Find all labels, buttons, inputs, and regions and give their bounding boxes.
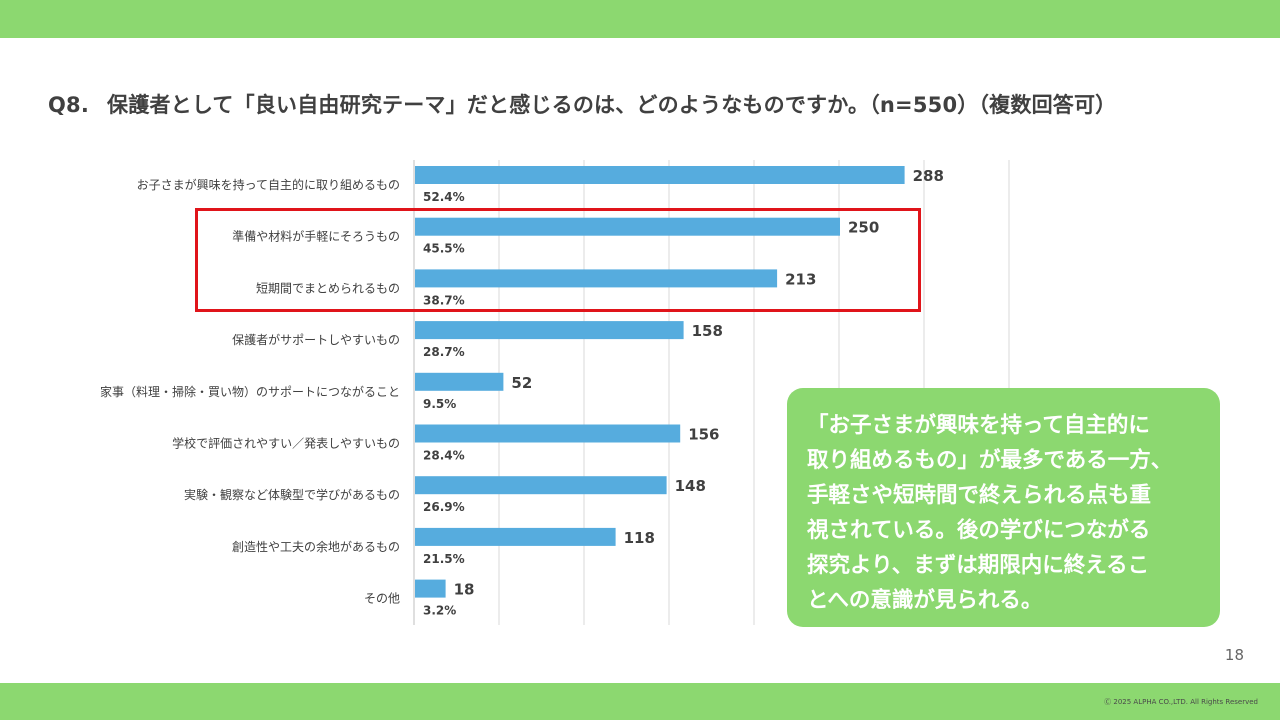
percent-label: 52.4%	[423, 190, 465, 204]
value-label: 213	[785, 270, 816, 288]
bar	[415, 476, 667, 495]
category-label: お子さまが興味を持って自主的に取り組めるもの	[137, 177, 400, 192]
category-label: 短期間でまとめられるもの	[256, 281, 400, 295]
percent-label: 45.5%	[423, 242, 465, 256]
header-band	[0, 0, 1280, 38]
summary-callout: 「お子さまが興味を持って自主的に 取り組めるもの」が最多である一方、 手軽さや短…	[787, 388, 1220, 627]
question-title: Q8. 保護者として「良い自由研究テーマ」だと感じるのは、どのようなものですか。（…	[48, 89, 1268, 119]
category-label: 実験・観察など体験型で学びがあるもの	[184, 487, 400, 502]
value-label: 148	[675, 477, 706, 495]
question-number: Q8.	[48, 93, 90, 117]
category-label: 保護者がサポートしやすいもの	[232, 332, 400, 347]
footer-band	[0, 683, 1280, 720]
category-label: 学校で評価されやすい／発表しやすいもの	[172, 436, 400, 451]
category-label: 準備や材料が手軽にそろうもの	[232, 229, 400, 244]
percent-label: 21.5%	[423, 552, 465, 566]
value-label: 288	[913, 167, 944, 185]
percent-label: 26.9%	[423, 500, 465, 514]
value-label: 18	[454, 581, 475, 599]
callout-line: 取り組めるもの」が最多である一方、	[807, 448, 1173, 473]
callout-line: 視されている。後の学びにつながる	[807, 518, 1151, 543]
value-label: 250	[848, 219, 879, 237]
bar	[415, 527, 616, 546]
page-number: 18	[1224, 646, 1244, 664]
highlight-box	[195, 208, 921, 312]
bar	[415, 269, 778, 288]
category-label: その他	[364, 592, 400, 606]
value-label: 118	[624, 529, 655, 547]
percent-label: 28.7%	[423, 345, 465, 359]
copyright-text: Ⓒ 2025 ALPHA CO.,LTD. All Rights Reserve…	[1104, 698, 1258, 706]
callout-line: 「お子さまが興味を持って自主的に	[807, 413, 1150, 438]
percent-label: 3.2%	[423, 604, 456, 618]
value-label: 158	[692, 322, 723, 340]
percent-label: 28.4%	[423, 449, 465, 463]
bar	[415, 166, 905, 184]
bar	[415, 217, 840, 236]
question-text: 保護者として「良い自由研究テーマ」だと感じるのは、どのようなものですか。（n=5…	[107, 93, 1117, 117]
percent-label: 9.5%	[423, 397, 456, 411]
percent-label: 38.7%	[423, 293, 465, 307]
category-label: 創造性や工夫の余地があるもの	[232, 539, 400, 554]
bar	[415, 372, 504, 391]
category-label: 家事（料理・掃除・買い物）のサポートにつながること	[100, 384, 400, 399]
callout-text: 「お子さまが興味を持って自主的に 取り組めるもの」が最多である一方、 手軽さや短…	[807, 408, 1206, 618]
value-label: 52	[511, 374, 532, 392]
callout-line: とへの意識が見られる。	[807, 588, 1043, 613]
callout-line: 手軽さや短時間で終えられる点も重	[807, 483, 1152, 508]
bar	[415, 321, 684, 340]
callout-line: 探究より、まずは期限内に終えるこ	[807, 553, 1150, 578]
value-label: 156	[688, 426, 719, 444]
bar	[415, 579, 446, 598]
bar	[415, 424, 681, 443]
